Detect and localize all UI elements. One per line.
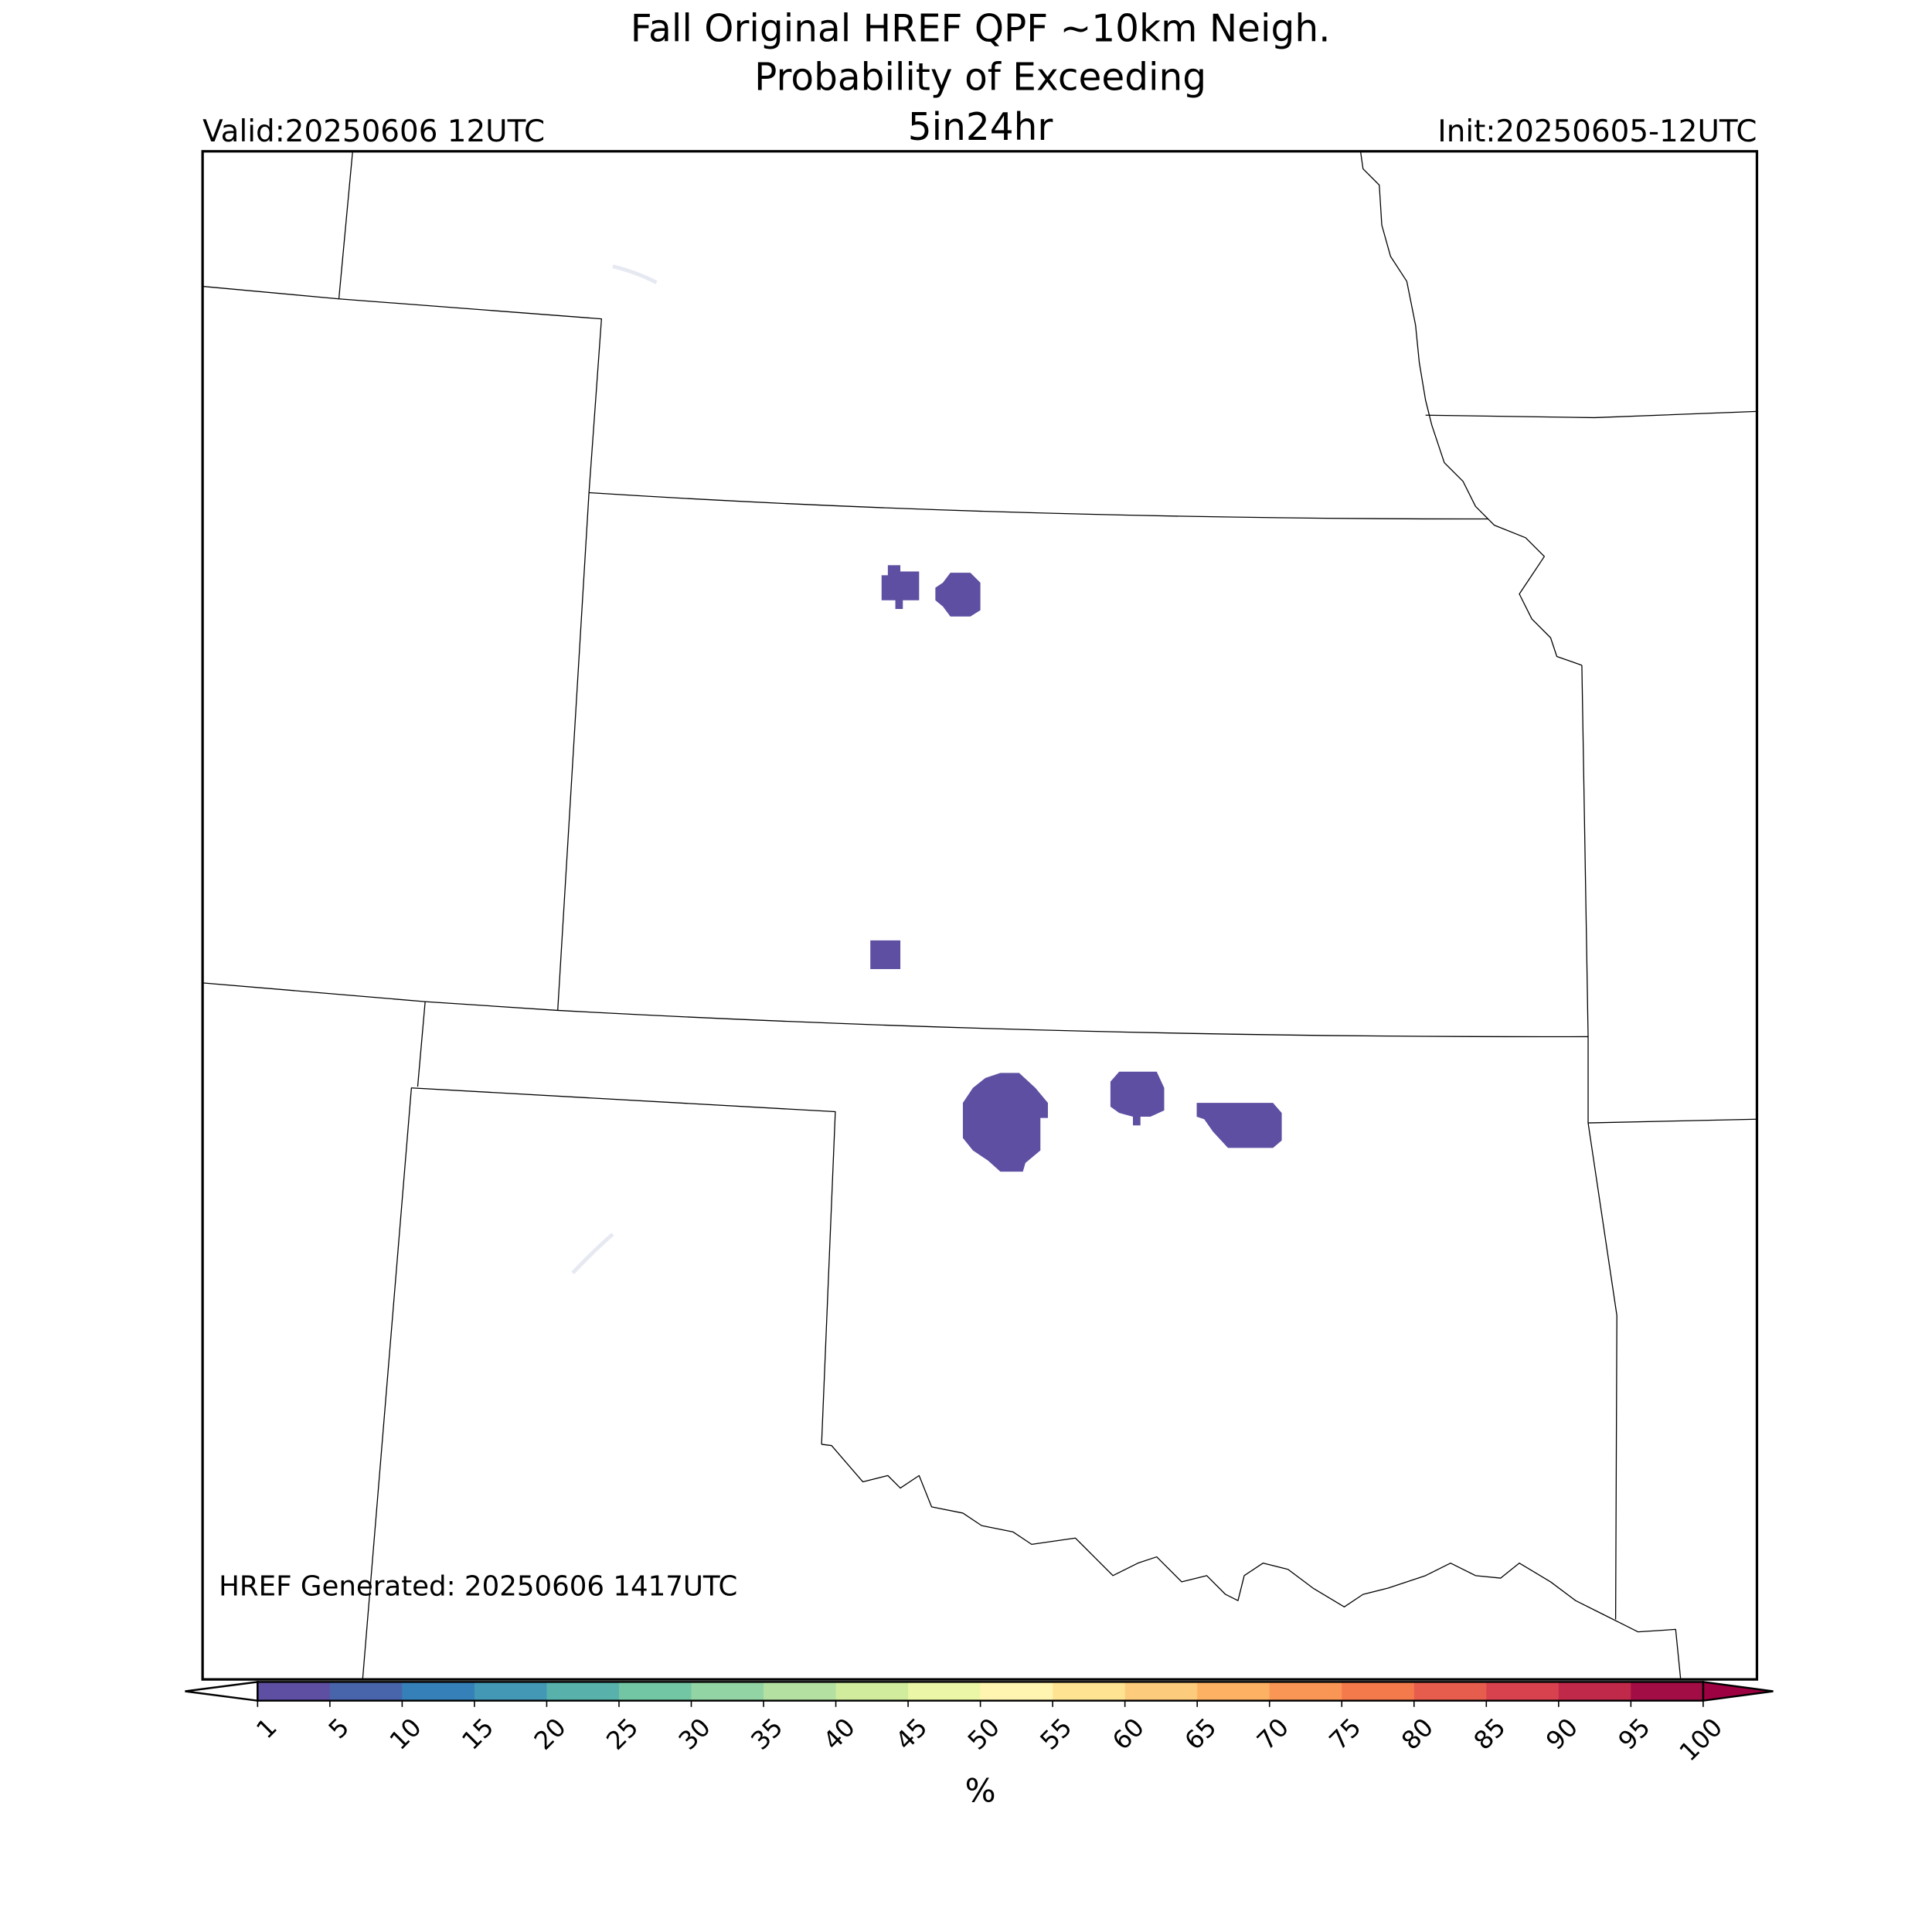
border xyxy=(821,1444,1682,1680)
colorbar-segment xyxy=(1053,1682,1126,1701)
colorbar-segment xyxy=(764,1682,837,1701)
lake xyxy=(612,264,658,284)
border xyxy=(1359,151,1583,666)
colorbar-segment xyxy=(1413,1682,1487,1701)
probability-area xyxy=(935,573,981,617)
border xyxy=(202,982,558,1012)
colorbar-segment xyxy=(257,1682,331,1701)
colorbar-segment xyxy=(1124,1682,1198,1701)
colorbar-segment xyxy=(618,1682,692,1701)
probability-area xyxy=(881,565,920,610)
init-time: Init:20250605-12UTC xyxy=(1437,114,1757,149)
colorbar-label: % xyxy=(965,1772,996,1810)
valid-time: Valid:20250606 12UTC xyxy=(202,114,545,149)
colorbar-segment xyxy=(980,1682,1053,1701)
border xyxy=(589,492,1488,520)
probability-area xyxy=(1110,1071,1165,1126)
colorbar-segment xyxy=(1197,1682,1270,1701)
border xyxy=(557,1009,1589,1038)
border xyxy=(1588,1118,1757,1124)
probability-area xyxy=(870,940,901,970)
title: 5in24hr xyxy=(908,106,1053,149)
colorbar-segment xyxy=(691,1682,764,1701)
colorbar-segment xyxy=(1558,1682,1632,1701)
probability-area xyxy=(962,1073,1048,1172)
colorbar-segment xyxy=(546,1682,620,1701)
footnote: HREF Generated: 20250606 1417UTC xyxy=(219,1571,737,1603)
border xyxy=(417,1002,426,1087)
colorbar-segment xyxy=(835,1682,909,1701)
colorbar-segment xyxy=(908,1682,981,1701)
border xyxy=(202,285,602,1011)
border xyxy=(1425,410,1757,419)
title: Probability of Exceeding xyxy=(754,56,1206,100)
map-frame xyxy=(201,150,1759,1681)
title: Fall Original HREF QPF ~10km Neigh. xyxy=(631,7,1331,50)
lake xyxy=(571,1233,614,1274)
colorbar-segment xyxy=(402,1682,475,1701)
colorbar-segment xyxy=(329,1682,403,1701)
colorbar-segment xyxy=(474,1682,548,1701)
colorbar-segment xyxy=(1631,1682,1704,1701)
border xyxy=(362,1087,836,1680)
probability-area xyxy=(1196,1103,1282,1148)
colorbar-segment xyxy=(1486,1682,1560,1701)
border xyxy=(338,151,353,299)
colorbar-segment xyxy=(1269,1682,1342,1701)
colorbar-segment xyxy=(1342,1682,1415,1701)
map: HREF Generated: 20250606 1417UTC xyxy=(201,150,1759,1681)
